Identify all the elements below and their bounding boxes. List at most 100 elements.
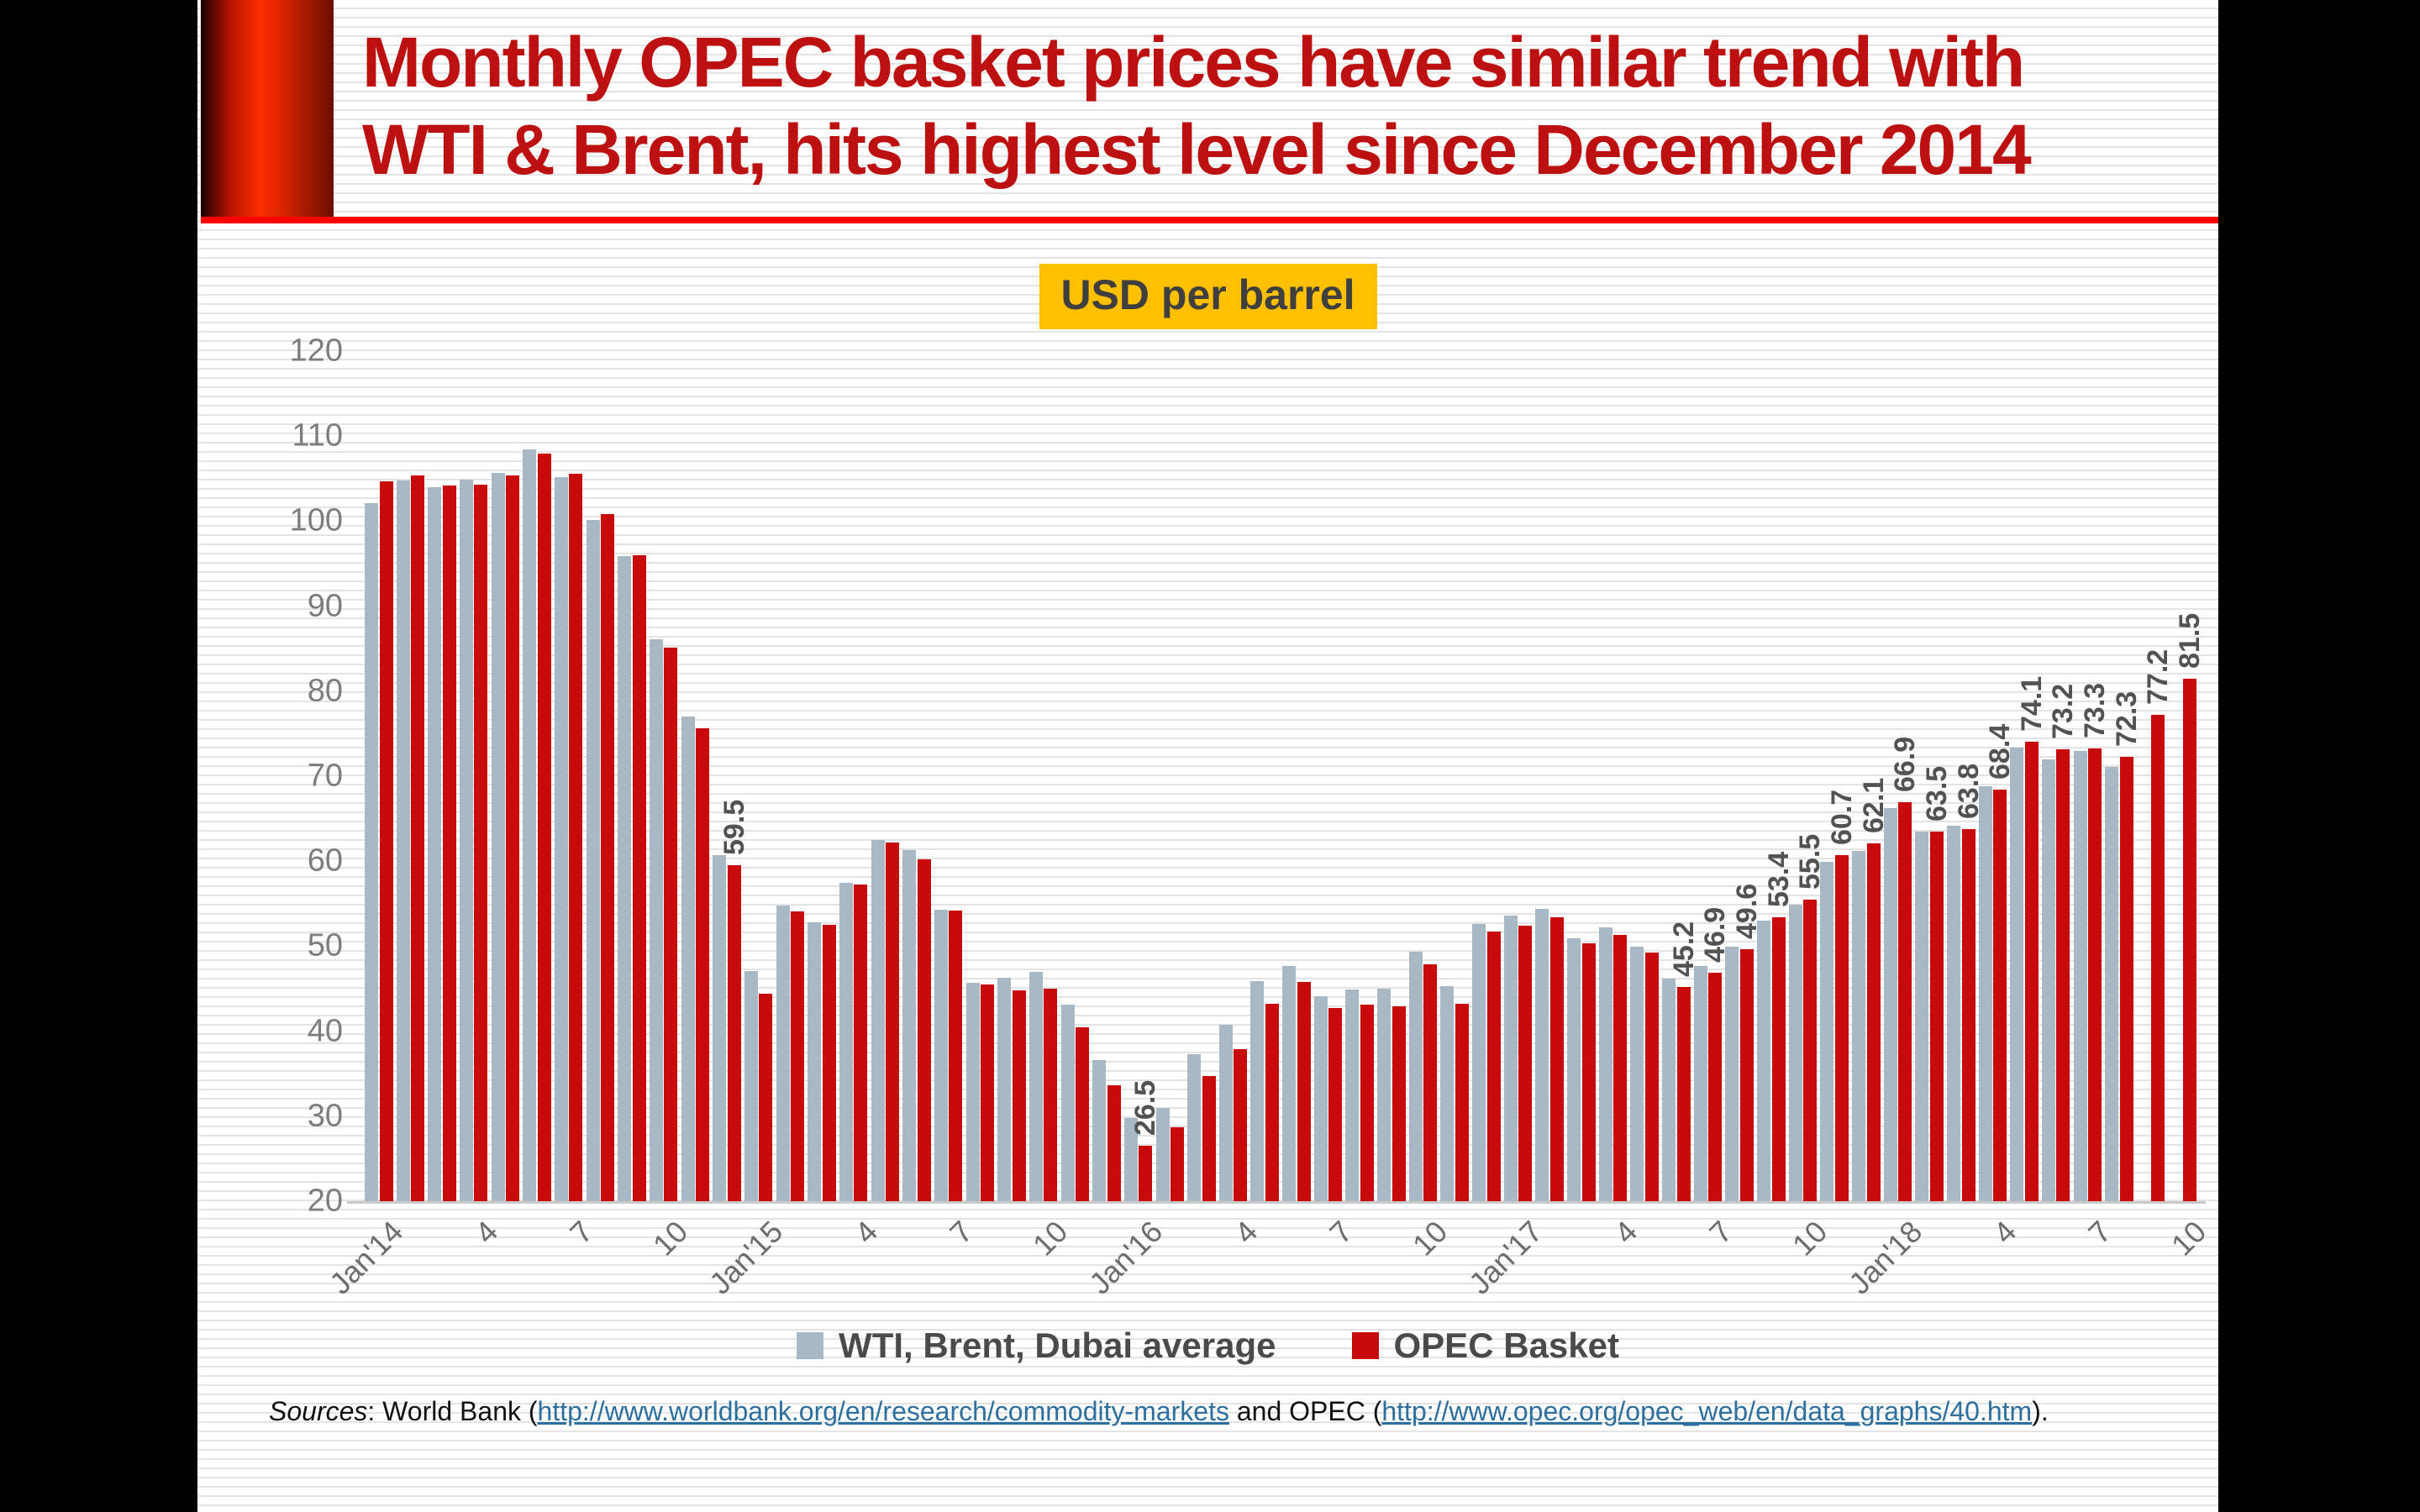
bar-gray — [776, 905, 790, 1201]
bar-gray — [586, 520, 600, 1201]
bar-value-label: 73.3 — [2079, 682, 2112, 738]
y-axis-tick-label: 100 — [289, 502, 343, 538]
bar-gray — [1947, 825, 1960, 1201]
worldbank-link[interactable]: http://www.worldbank.org/en/research/com… — [537, 1396, 1229, 1426]
bar-gray — [396, 480, 410, 1201]
bar-red — [727, 865, 741, 1201]
bar-red — [1803, 899, 1818, 1201]
bar-red — [1076, 1026, 1090, 1201]
bar-red — [854, 884, 868, 1201]
bar-red — [601, 514, 615, 1201]
bar-red — [2183, 678, 2197, 1201]
bar-red — [632, 554, 646, 1201]
legend-item-wti: WTI, Brent, Dubai average — [797, 1326, 1276, 1366]
y-axis-tick-label: 90 — [307, 588, 343, 624]
bar-red — [1265, 1004, 1279, 1201]
legend-item-opec: OPEC Basket — [1351, 1326, 1619, 1366]
bar-gray — [365, 503, 378, 1201]
bar-red — [917, 859, 931, 1201]
chart-unit-badge: USD per barrel — [1039, 264, 1377, 329]
bar-red — [442, 485, 456, 1201]
bar-gray — [618, 555, 632, 1201]
bar-gray — [1187, 1053, 1202, 1201]
bar-gray — [1408, 952, 1423, 1201]
bar-red — [1613, 935, 1628, 1201]
bar-red — [1708, 972, 1723, 1201]
bar-gray — [1250, 980, 1265, 1201]
bar-gray — [839, 882, 853, 1201]
bar-value-label: 26.5 — [1129, 1080, 1162, 1137]
bar-gray — [1123, 1117, 1138, 1201]
y-axis-tick-label: 40 — [307, 1013, 343, 1049]
bar-red — [791, 911, 805, 1201]
bar-value-label: 53.4 — [1762, 851, 1795, 907]
y-axis-tick-label: 120 — [289, 333, 343, 369]
bar-red — [759, 994, 773, 1201]
bar-gray — [1757, 921, 1771, 1201]
legend-swatch-red-icon — [1351, 1332, 1379, 1359]
y-axis-tick-label: 60 — [307, 843, 343, 879]
y-axis-tick-label: 50 — [307, 927, 343, 963]
slide-title-line2: WTI & Brent, hits highest level since De… — [362, 110, 2032, 190]
bar-value-label: 60.7 — [1825, 789, 1858, 846]
bar-gray — [1282, 965, 1297, 1201]
bar-red — [1234, 1048, 1248, 1201]
bar-gray — [1978, 786, 1992, 1201]
bar-gray — [808, 922, 822, 1201]
bar-gray — [1472, 924, 1486, 1201]
bar-gray — [1377, 989, 1392, 1201]
sources-note: Sources: World Bank (http://www.worldban… — [269, 1396, 2049, 1427]
bar-value-label: 63.8 — [1952, 763, 1985, 819]
bar-red — [1581, 943, 1596, 1201]
bar-red — [664, 648, 678, 1201]
bar-value-label: 62.1 — [1857, 777, 1890, 833]
bar-red — [379, 480, 393, 1201]
bar-gray — [965, 982, 980, 1201]
bar-gray — [1503, 915, 1518, 1201]
slide-title-line1: Monthly OPEC basket prices have similar … — [362, 23, 2025, 102]
y-axis-tick-label: 30 — [307, 1098, 343, 1134]
bar-red — [1929, 831, 1944, 1201]
legend-label-opec: OPEC Basket — [1393, 1326, 1619, 1365]
y-axis-tick-label: 20 — [307, 1183, 343, 1219]
bar-red — [1961, 828, 1975, 1201]
bar-value-label: 68.4 — [1984, 724, 2017, 780]
bar-gray — [459, 479, 473, 1201]
bar-gray — [1662, 978, 1676, 1201]
bar-value-label: 74.1 — [2015, 675, 2048, 732]
bar-gray — [934, 909, 948, 1201]
bar-value-label: 46.9 — [1699, 906, 1732, 963]
bar-red — [981, 984, 995, 1201]
bar-gray — [1028, 971, 1043, 1201]
bar-red — [2024, 741, 2039, 1201]
bar-value-label: 63.5 — [1920, 765, 1953, 822]
y-axis-tick-label: 80 — [307, 673, 343, 709]
bar-value-label: 59.5 — [718, 800, 750, 856]
bar-gray — [1915, 831, 1929, 1201]
bar-gray — [649, 639, 663, 1201]
opec-link[interactable]: http://www.opec.org/opec_web/en/data_gra… — [1381, 1396, 2033, 1426]
bar-red — [1771, 916, 1786, 1201]
bar-red — [696, 728, 710, 1201]
bar-red — [1392, 1006, 1406, 1201]
bar-gray — [491, 472, 505, 1201]
red-gradient-banner — [201, 0, 334, 219]
bar-gray — [1218, 1024, 1233, 1201]
bar-red — [1898, 802, 1912, 1201]
bar-gray — [681, 717, 695, 1201]
bar-red — [1202, 1076, 1216, 1201]
bar-gray — [1788, 904, 1802, 1201]
bar-gray — [1092, 1060, 1107, 1201]
bar-red — [1455, 1004, 1469, 1201]
bar-gray — [1567, 938, 1581, 1201]
slide-background: Monthly OPEC basket prices have similar … — [197, 0, 2218, 1512]
bar-gray — [997, 977, 1012, 1201]
bar-value-label: 77.2 — [2142, 648, 2175, 706]
bar-red — [569, 473, 583, 1201]
legend-label-wti: WTI, Brent, Dubai average — [839, 1326, 1276, 1365]
bar-gray — [1313, 996, 1328, 1201]
bar-red — [1044, 989, 1058, 1201]
bar-red — [1739, 949, 1754, 1201]
bar-gray — [1535, 908, 1549, 1201]
bar-red — [2151, 715, 2165, 1201]
